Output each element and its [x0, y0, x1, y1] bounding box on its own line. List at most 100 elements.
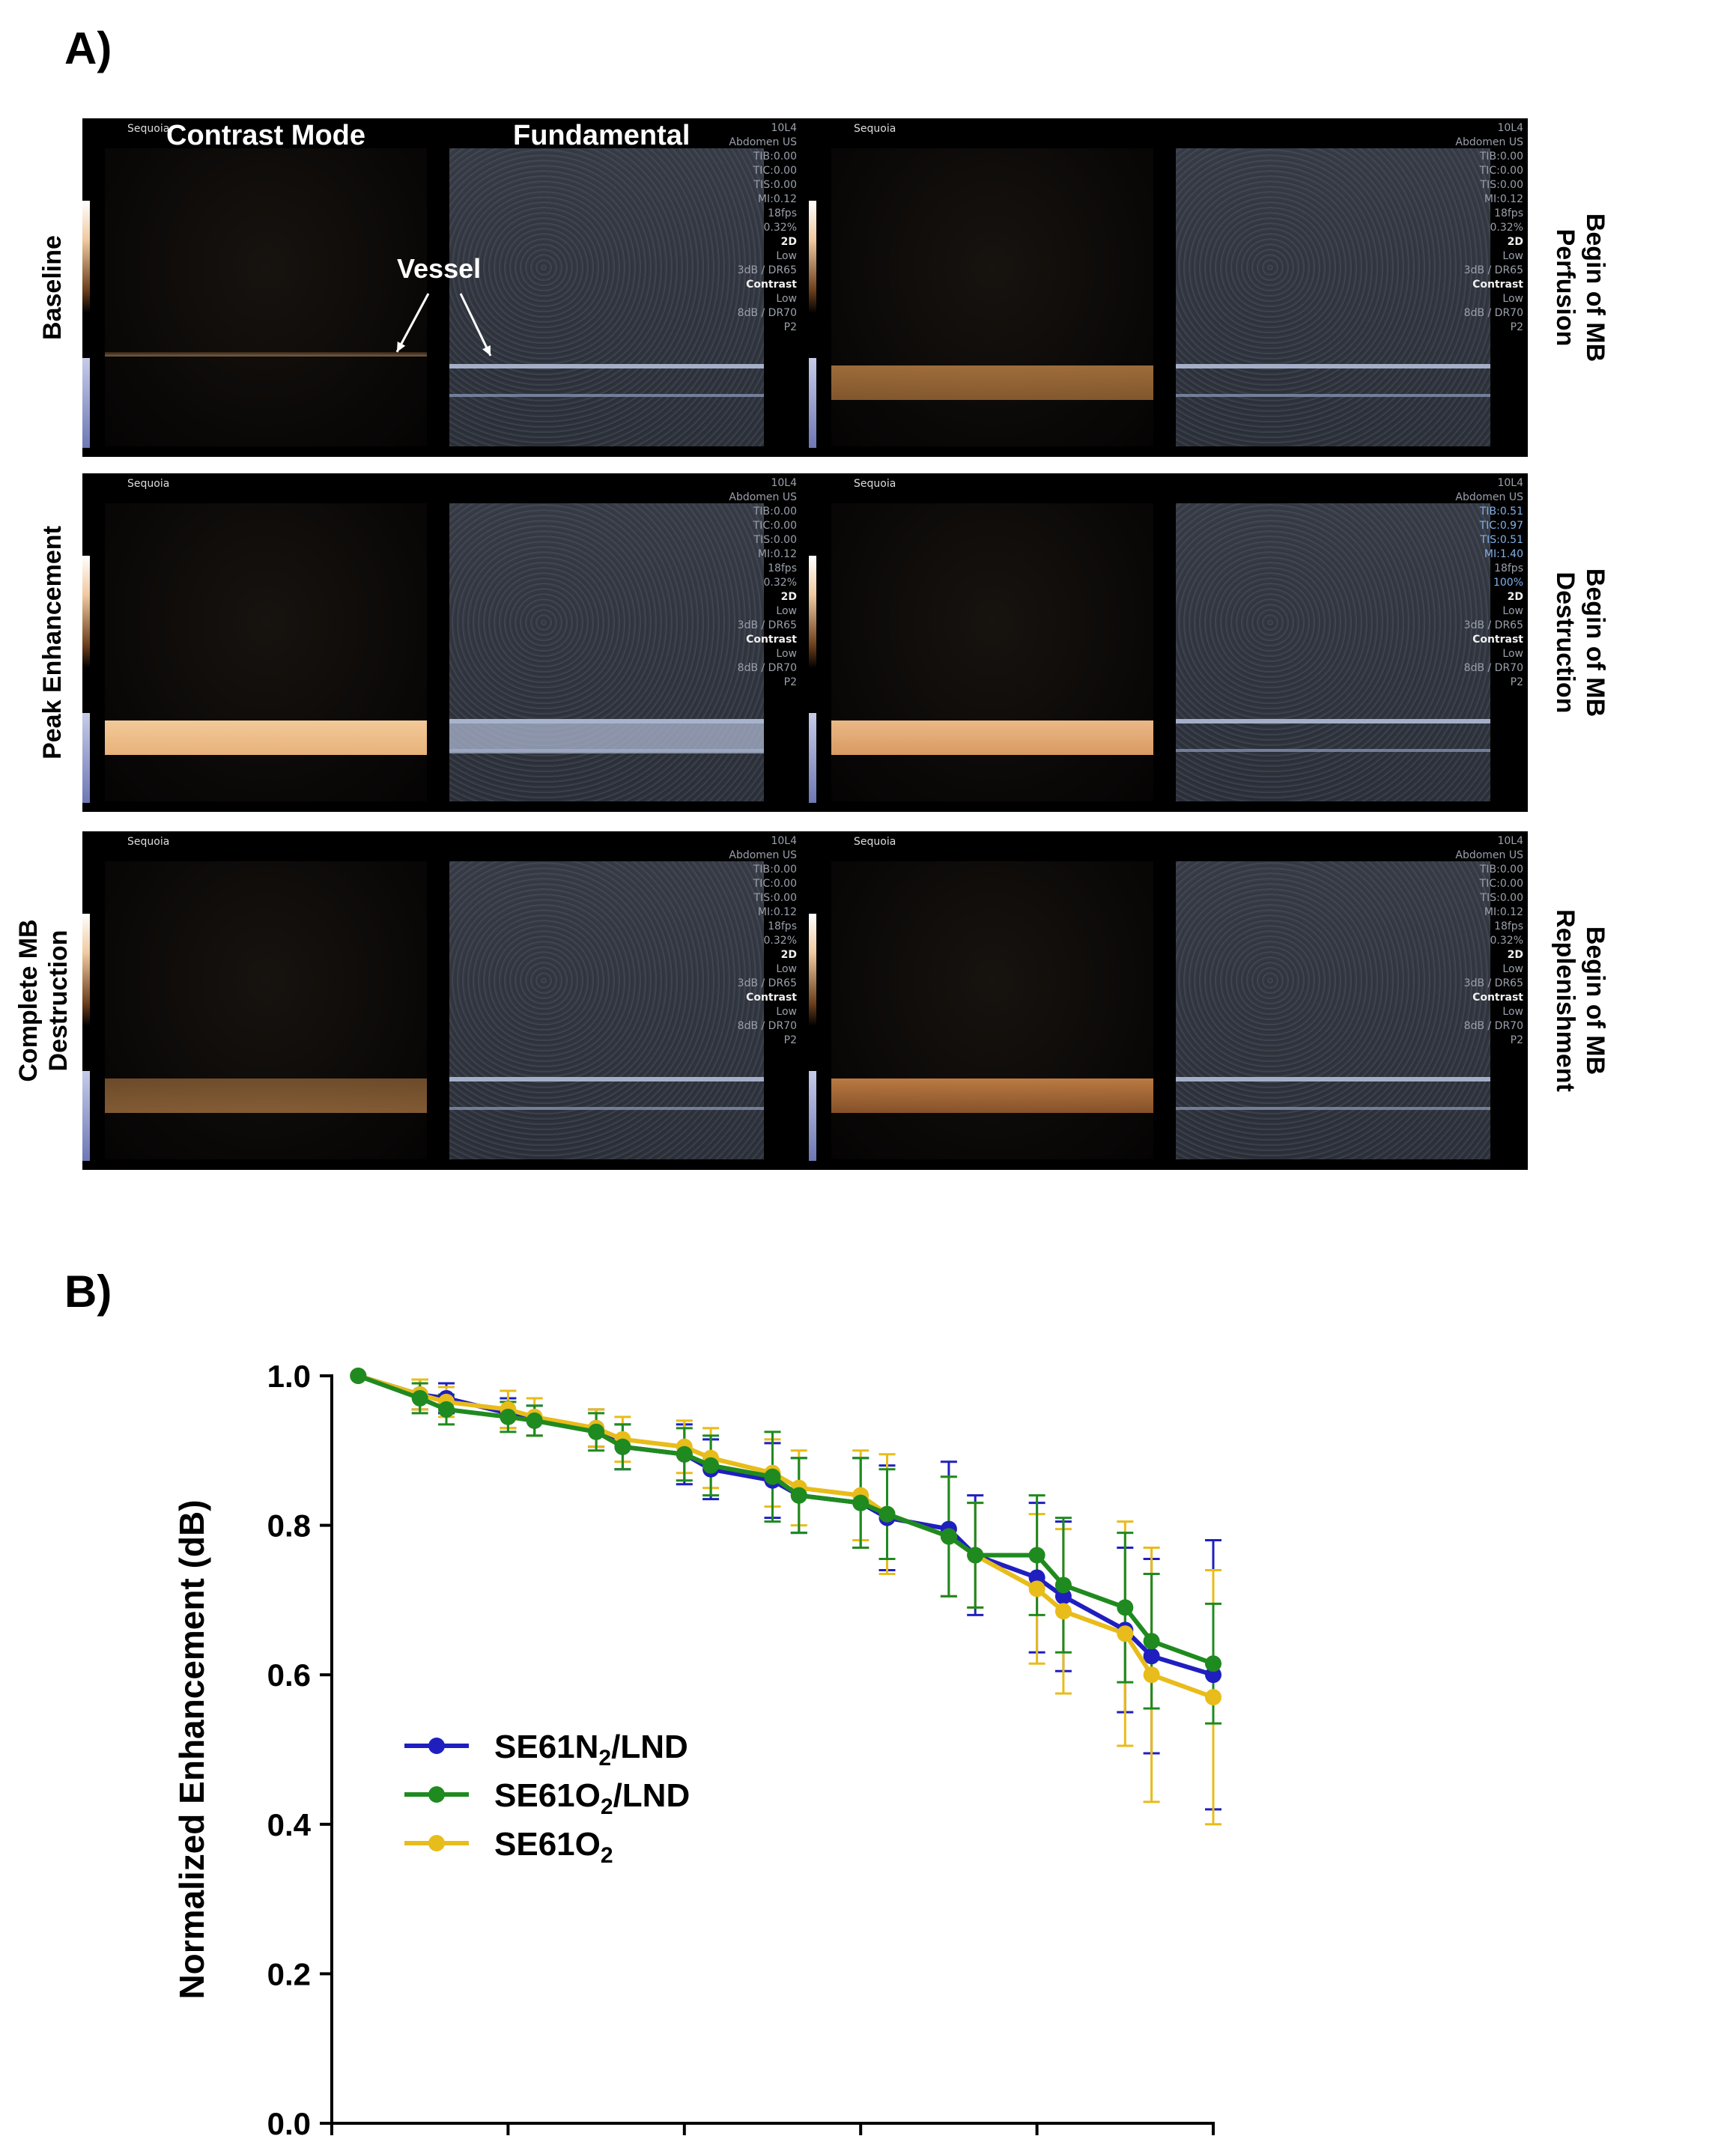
settings-line: TIB:0.00	[753, 864, 797, 876]
settings-line: TIB:0.00	[753, 506, 797, 518]
settings-line: P2	[783, 321, 797, 333]
settings-line: 8dB / DR70	[737, 662, 797, 674]
contrast-mode-view	[831, 503, 1153, 801]
sequoia-logo: Sequoia	[127, 836, 170, 848]
blue-scale-bar	[82, 358, 90, 448]
settings-line: Low	[776, 250, 797, 262]
settings-line: P2	[783, 1034, 797, 1046]
settings-line: Low	[1502, 963, 1523, 975]
data-point	[1143, 1666, 1160, 1684]
contrast-vessel	[105, 352, 427, 356]
settings-line: Low	[776, 1006, 797, 1018]
settings-line: TIB:0.00	[753, 151, 797, 163]
data-point	[614, 1438, 631, 1455]
fundamental-vessel-wall	[1176, 1077, 1490, 1081]
legend-label-suffix: /LND	[611, 1729, 688, 1765]
fundamental-view	[1176, 148, 1490, 446]
settings-line: 18fps	[768, 562, 797, 574]
blue-scale-bar	[82, 1071, 90, 1161]
settings-line: Contrast	[746, 279, 797, 291]
fundamental-vessel-wall	[1176, 719, 1490, 723]
fundamental-vessel-lumen	[449, 719, 764, 753]
settings-line: TIC:0.97	[1479, 520, 1523, 532]
settings-overlay: 10L4 Abdomen US TIB:0.00 TIC:0.00 TIS:0.00 MI…	[714, 121, 797, 335]
settings-line: P2	[1510, 1034, 1523, 1046]
settings-line: 2D	[780, 236, 797, 248]
vessel-arrow	[395, 293, 430, 353]
contrast-vessel	[105, 1078, 427, 1113]
settings-line: 0.32%	[763, 577, 797, 589]
settings-line: 3dB / DR65	[1463, 264, 1523, 276]
settings-line: Abdomen US	[729, 849, 797, 861]
fundamental-vessel-wall	[449, 364, 764, 368]
fundamental-vessel-wall	[449, 394, 764, 397]
settings-line: MI:0.12	[757, 548, 797, 560]
settings-line: 10L4	[771, 477, 797, 489]
settings-line: 2D	[1507, 591, 1523, 603]
settings-line: 0.32%	[763, 935, 797, 947]
sequoia-logo: Sequoia	[127, 123, 170, 135]
settings-line: Contrast	[746, 992, 797, 1004]
settings-line: MI:0.12	[1484, 193, 1523, 205]
settings-line: P2	[783, 676, 797, 688]
legend-swatch-marker	[428, 1738, 445, 1755]
y-tick-label: 0.0	[267, 2106, 311, 2139]
settings-line: 3dB / DR65	[737, 977, 797, 989]
legend-label-main: SE61N	[494, 1729, 598, 1765]
sequoia-logo: Sequoia	[854, 478, 896, 490]
data-point	[790, 1487, 807, 1504]
settings-line: Contrast	[746, 634, 797, 646]
settings-line: 2D	[1507, 949, 1523, 961]
blue-scale-bar	[809, 1071, 816, 1161]
contrast-mode-header: Contrast Mode	[166, 120, 365, 151]
legend-label-suffix: /LND	[613, 1777, 691, 1814]
fundamental-vessel-wall	[1176, 749, 1490, 752]
legend-label-subscript: 2	[601, 1794, 613, 1819]
panel-b-label: B)	[64, 1266, 112, 1317]
data-point	[1054, 1603, 1072, 1620]
blue-scale-bar	[809, 713, 816, 803]
data-point	[764, 1468, 781, 1485]
settings-line: 10L4	[1497, 477, 1523, 489]
settings-line: Low	[1502, 648, 1523, 660]
ultrasound-image: Sequoia 10L4 Abdomen US TIB:0.00 TIC:0.00 TIS…	[82, 473, 801, 812]
settings-line: TIS:0.00	[753, 179, 797, 191]
fundamental-vessel-wall	[449, 1077, 764, 1081]
settings-overlay: 10L4 Abdomen US TIB:0.00 TIC:0.00 TIS:0.00 MI…	[714, 476, 797, 690]
settings-line: Low	[776, 605, 797, 617]
data-point	[1117, 1599, 1134, 1616]
settings-line: TIC:0.00	[1479, 165, 1523, 177]
row-label-left: Complete MB Destruction	[14, 919, 73, 1082]
ultrasound-row: Sequoia 10L4 Abdomen US TIB:0.00 TIC:0.00 TIS…	[82, 118, 1528, 457]
fundamental-view	[449, 861, 764, 1159]
data-point	[1054, 1577, 1072, 1594]
data-point	[500, 1408, 517, 1425]
settings-line: Contrast	[1472, 279, 1523, 291]
data-point	[1028, 1580, 1045, 1598]
data-point	[878, 1505, 896, 1523]
vessel-arrowhead	[482, 345, 491, 356]
settings-line: TIB:0.51	[1479, 506, 1523, 518]
legend-label-main: SE61O	[494, 1777, 601, 1814]
sequoia-logo: Sequoia	[127, 478, 170, 490]
settings-line: 0.32%	[763, 222, 797, 234]
settings-line: 18fps	[768, 207, 797, 219]
settings-line: 8dB / DR70	[737, 307, 797, 319]
settings-line: 3dB / DR65	[1463, 977, 1523, 989]
fundamental-view	[449, 503, 764, 801]
blue-scale-bar	[82, 713, 90, 803]
settings-line: 100%	[1493, 577, 1523, 589]
settings-line: Contrast	[1472, 634, 1523, 646]
settings-line: Low	[776, 648, 797, 660]
settings-line: 0.32%	[1490, 935, 1523, 947]
settings-line: TIS:0.00	[1480, 179, 1523, 191]
settings-line: 10L4	[771, 835, 797, 847]
data-point	[438, 1401, 455, 1418]
fundamental-view	[1176, 503, 1490, 801]
data-point	[1205, 1689, 1221, 1706]
contrast-mode-view	[105, 148, 427, 446]
row-label-right: Begin of MB Destruction	[1551, 568, 1609, 717]
settings-line: 10L4	[771, 122, 797, 134]
settings-line: 10L4	[1497, 835, 1523, 847]
settings-line: 8dB / DR70	[1463, 307, 1523, 319]
